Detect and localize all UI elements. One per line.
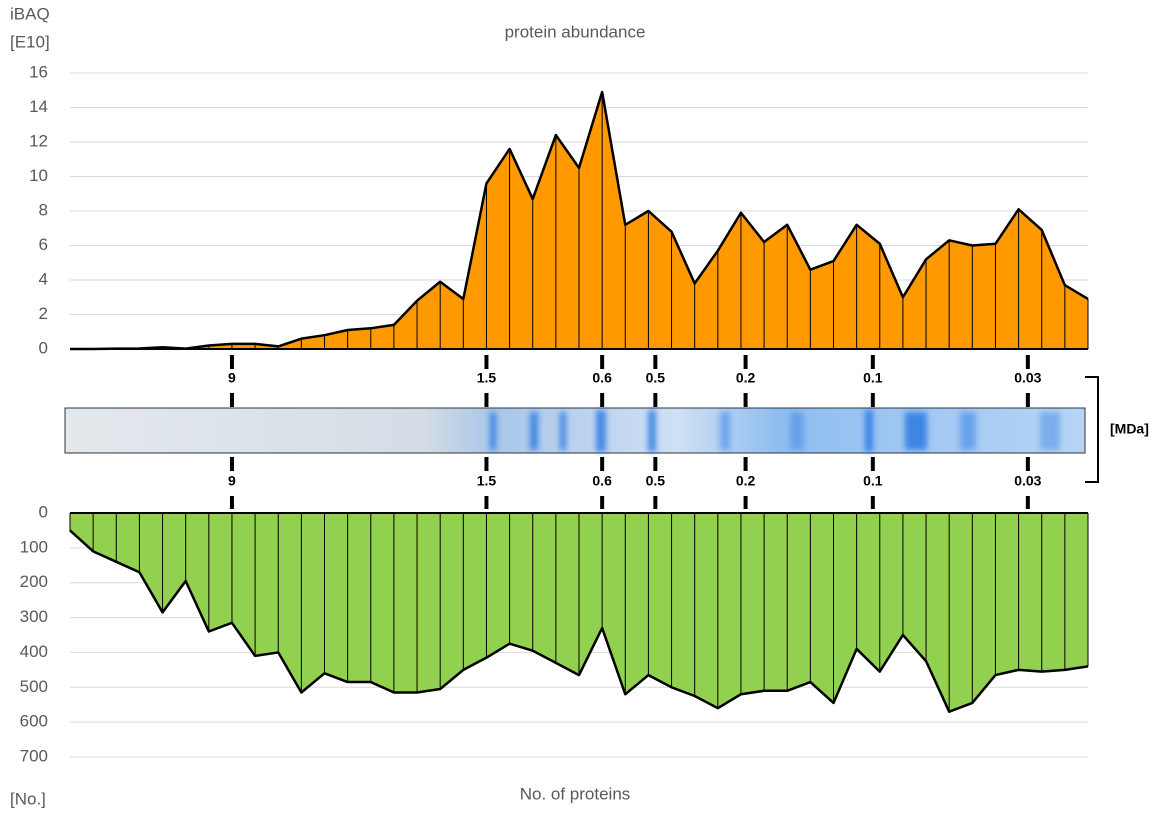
y-tick-label: 500: [20, 677, 48, 696]
y-tick-label: 6: [39, 235, 48, 254]
size-marker-label: 0.03: [1014, 370, 1041, 386]
y-tick-label: 16: [29, 62, 48, 81]
y-tick-label: 400: [20, 642, 48, 661]
chart-title: No. of proteins: [520, 784, 631, 803]
y-tick-label: 600: [20, 712, 48, 731]
size-marker-label: 0.6: [592, 370, 612, 386]
y-tick-label: 14: [29, 97, 48, 116]
y-axis-label: iBAQ: [10, 4, 50, 23]
y-axis-label: [E10]: [10, 32, 50, 51]
y-tick-label: 0: [39, 502, 48, 521]
size-marker-label: 0.5: [646, 473, 666, 489]
size-marker-label: 1.5: [477, 473, 497, 489]
chart: [MDa] 0 2 4 6 8 10 12 14 16 protein abundance iBAQ…: [0, 0, 1170, 814]
y-tick-label: 8: [39, 200, 48, 219]
size-marker-label: 0.03: [1014, 473, 1041, 489]
y-tick-label: 0: [39, 338, 48, 357]
y-tick-label: 700: [20, 746, 48, 765]
size-unit: [MDa]: [1110, 421, 1149, 437]
y-tick-label: 200: [20, 572, 48, 591]
size-marker-label: 1.5: [477, 370, 497, 386]
chart-title: protein abundance: [505, 22, 646, 41]
y-tick-label: 10: [29, 166, 48, 185]
size-marker-label: 0.6: [592, 473, 612, 489]
size-marker-label: 9: [228, 370, 236, 386]
y-tick-label: 2: [39, 304, 48, 323]
size-marker-label: 0.1: [863, 473, 883, 489]
size-marker-label: 0.1: [863, 370, 883, 386]
gel-image: [65, 408, 1085, 453]
bracket: [1085, 377, 1098, 482]
y-tick-label: 12: [29, 131, 48, 150]
y-tick-label: 4: [39, 269, 48, 288]
size-marker-label: 0.2: [736, 473, 756, 489]
y-axis-label: [No.]: [10, 789, 46, 808]
size-marker-label: 9: [228, 473, 236, 489]
y-tick-label: 300: [20, 607, 48, 626]
size-marker-label: 0.5: [646, 370, 666, 386]
y-tick-label: 100: [20, 537, 48, 556]
size-marker-label: 0.2: [736, 370, 756, 386]
